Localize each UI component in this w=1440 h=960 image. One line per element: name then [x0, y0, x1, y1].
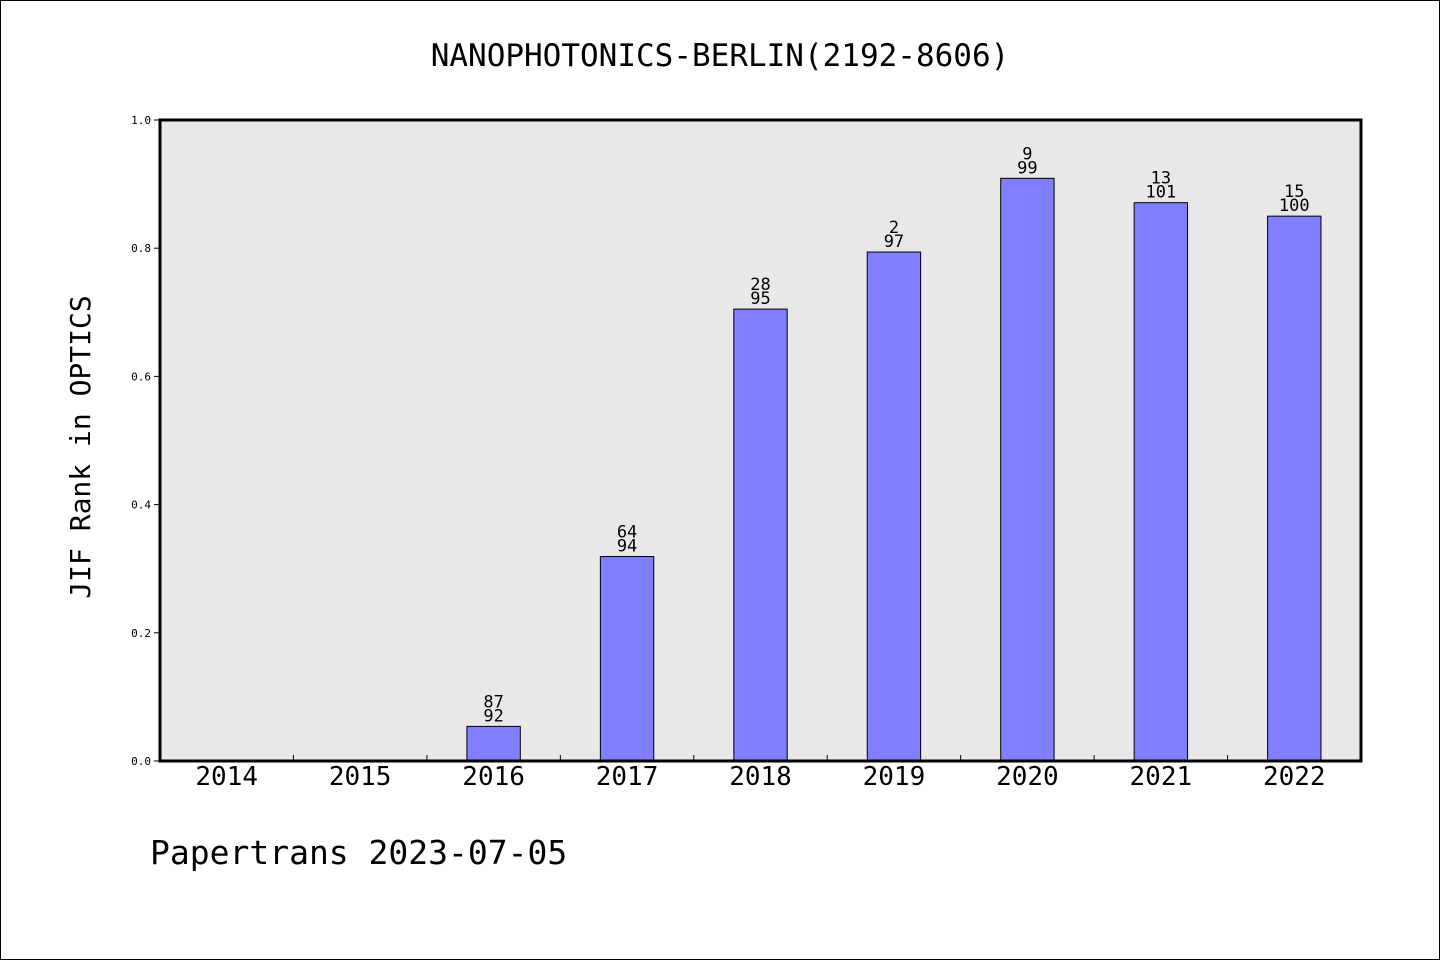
- x-tick-label-2020: 2020: [996, 762, 1059, 792]
- y-tick-label-0.8: 0.8: [131, 242, 151, 255]
- bar-total-label-2021: 101: [1145, 183, 1176, 203]
- chart-title: NANOPHOTONICS-BERLIN(2192-8606): [431, 38, 1010, 74]
- y-tick-label-0.0: 0.0: [131, 755, 151, 768]
- bar-total-label-2019: 97: [884, 232, 904, 252]
- bar-rank-label-2017: 64: [617, 523, 637, 543]
- bar-total-label-2016: 92: [483, 706, 503, 726]
- x-tick-label-2015: 2015: [329, 762, 392, 792]
- y-axis-label: JIF Rank in OPTICS: [64, 295, 97, 598]
- bar-rank-label-2020: 9: [1022, 144, 1032, 164]
- bar-2018: [733, 308, 788, 762]
- bar-2020: [1000, 177, 1055, 762]
- bar-total-label-2018: 95: [750, 289, 770, 309]
- bar-rank-label-2022: 15: [1284, 182, 1304, 202]
- bar-total-label-2017: 94: [617, 537, 637, 557]
- y-tick-label-0.4: 0.4: [131, 499, 151, 512]
- bars-group: [466, 177, 1322, 762]
- bar-2017: [599, 556, 655, 762]
- y-tick-label-0.6: 0.6: [131, 370, 151, 383]
- bar-2019: [866, 251, 922, 762]
- bar-rank-label-2019: 2: [889, 218, 899, 238]
- bar-rank-label-2016: 87: [483, 692, 503, 712]
- y-tick-label-0.2: 0.2: [131, 627, 151, 640]
- bar-rank-label-2018: 28: [750, 275, 770, 295]
- footer-text: Papertrans 2023-07-05: [150, 833, 567, 872]
- x-tick-label-2019: 2019: [863, 762, 926, 792]
- x-axis: 2014 2015 2016 2017 2018 2019 2020 2021 2022: [195, 755, 1326, 792]
- x-tick-label-2017: 2017: [596, 762, 659, 792]
- bar-2016: [466, 725, 521, 762]
- plot-border: [158, 118, 1363, 763]
- x-tick-label-2022: 2022: [1263, 762, 1326, 792]
- bar-2021: [1133, 202, 1189, 762]
- x-tick-label-2014: 2014: [195, 762, 258, 792]
- x-tick-label-2016: 2016: [462, 762, 525, 792]
- x-tick-label-2021: 2021: [1130, 762, 1193, 792]
- bar-total-label-2020: 99: [1017, 158, 1037, 178]
- x-tick-label-2018: 2018: [729, 762, 792, 792]
- y-tick-label-1.0: 1.0: [131, 114, 151, 127]
- bar-2022: [1267, 215, 1322, 762]
- y-axis: 0.0 0.2 0.4 0.6 0.8 1.0: [131, 114, 160, 768]
- bar-total-label-2022: 100: [1279, 196, 1310, 216]
- bar-rank-label-2021: 13: [1151, 169, 1171, 189]
